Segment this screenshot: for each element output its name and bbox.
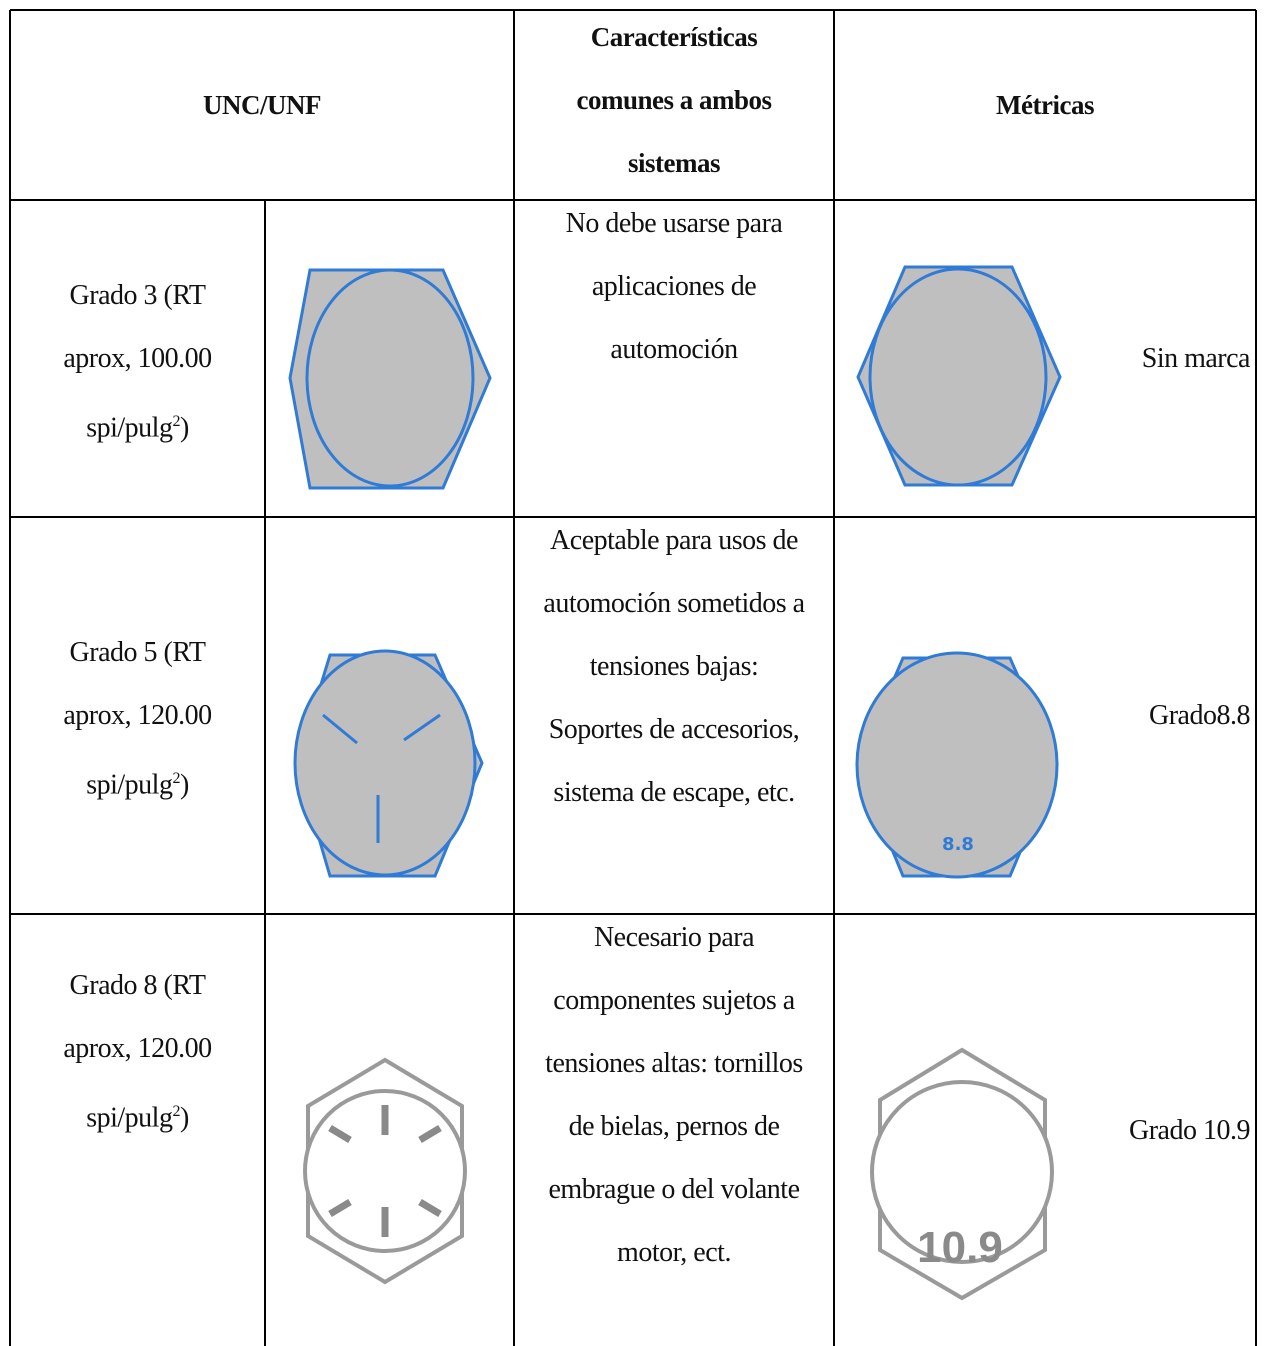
- grade-line: Grado 3 (RT: [70, 264, 206, 327]
- grade-text: Grado 3 (RT: [69, 280, 206, 311]
- metric-grade: Sin marca: [1141, 343, 1251, 374]
- superscript: 2: [172, 770, 180, 787]
- cell: Grado 8 (RT aprox, 120.00 spi/pulg2): [10, 914, 265, 1346]
- common-line: motor, ect.: [617, 1237, 731, 1268]
- grade-line: aprox, 100.00: [63, 327, 212, 390]
- common-line: Soportes de accesorios,: [548, 714, 800, 745]
- bolt-icons: [288, 265, 1062, 879]
- cell: Métricas: [834, 10, 1256, 200]
- grade-line: Grado 8 (RT: [70, 954, 206, 1017]
- cell: Grado8.8: [1070, 517, 1250, 914]
- superscript: 2: [172, 1103, 180, 1120]
- cell: No debe usarse para aplicaciones de automo…: [514, 192, 834, 509]
- metric-grade: Grado8.8: [1149, 700, 1250, 731]
- grade-text: Grado 8 (RT: [69, 970, 206, 1001]
- cell: Grado 5 (RT aprox, 120.00 spi/pulg2): [10, 517, 265, 914]
- grade-text: aprox, 120.00: [63, 700, 212, 731]
- grade-text: spi/pulg: [86, 412, 173, 444]
- common-line: de bielas, pernos de: [568, 1111, 780, 1142]
- metric-grade: Grado 10.9: [1129, 1114, 1250, 1146]
- grade-text: ): [179, 1102, 189, 1134]
- grade-text: spi/pulg: [86, 1102, 173, 1134]
- grade-text: Grado 5 (RT: [69, 637, 206, 668]
- header-text: Características: [590, 21, 758, 52]
- header-text: comunes a ambos: [576, 84, 772, 115]
- header-text: Métricas: [996, 89, 1094, 120]
- common-line: sistema de escape, etc.: [553, 777, 795, 808]
- header-text: sistemas: [628, 147, 721, 178]
- common-line: No debe usarse para: [565, 208, 783, 239]
- common-line: aplicaciones de: [591, 271, 757, 302]
- common-line: embrague o del volante: [548, 1174, 800, 1205]
- common-line: componentes sujetos a: [553, 985, 795, 1016]
- grade-text: ): [179, 769, 189, 801]
- common-line: tensiones altas: tornillos: [545, 1048, 803, 1079]
- grade-text: aprox, 100.00: [63, 343, 212, 374]
- common-line: automoción sometidos a: [543, 588, 805, 619]
- grade-line: Grado 5 (RT: [70, 621, 206, 684]
- common-line: Necesario para: [593, 922, 755, 953]
- cell: Grado 10.9: [1070, 914, 1250, 1346]
- cell: Sin marca: [1070, 200, 1251, 517]
- grade-text: spi/pulg: [86, 769, 173, 801]
- common-line: Aceptable para usos de: [550, 525, 798, 556]
- grade-line: spi/pulg2): [86, 747, 189, 810]
- grade-line: spi/pulg2): [86, 1080, 189, 1143]
- head-mark: 10.9: [917, 1223, 1003, 1272]
- cell: Grado 3 (RT aprox, 100.00 spi/pulg2): [10, 200, 265, 517]
- grade-text: aprox, 120.00: [63, 1033, 212, 1064]
- cell: Necesario para componentes sujetos a tensi…: [514, 906, 834, 1338]
- cell: Aceptable para usos de automoción sometid…: [514, 509, 834, 906]
- grade-text: ): [179, 412, 189, 444]
- grade-line: spi/pulg2): [86, 390, 189, 453]
- head-mark: 8.8: [942, 834, 974, 855]
- table-borders: [9, 9, 1257, 1346]
- cell: Características comunes a ambos sistemas: [514, 0, 834, 200]
- common-line: tensiones bajas:: [589, 651, 759, 682]
- superscript: 2: [172, 413, 180, 430]
- bolt-icons-gray: [303, 1047, 1054, 1301]
- cell: UNC/UNF: [10, 10, 514, 200]
- grade-line: aprox, 120.00: [63, 1017, 212, 1080]
- header-text: UNC/UNF: [203, 89, 322, 120]
- common-line: automoción: [610, 334, 738, 365]
- grade-line: aprox, 120.00: [63, 684, 212, 747]
